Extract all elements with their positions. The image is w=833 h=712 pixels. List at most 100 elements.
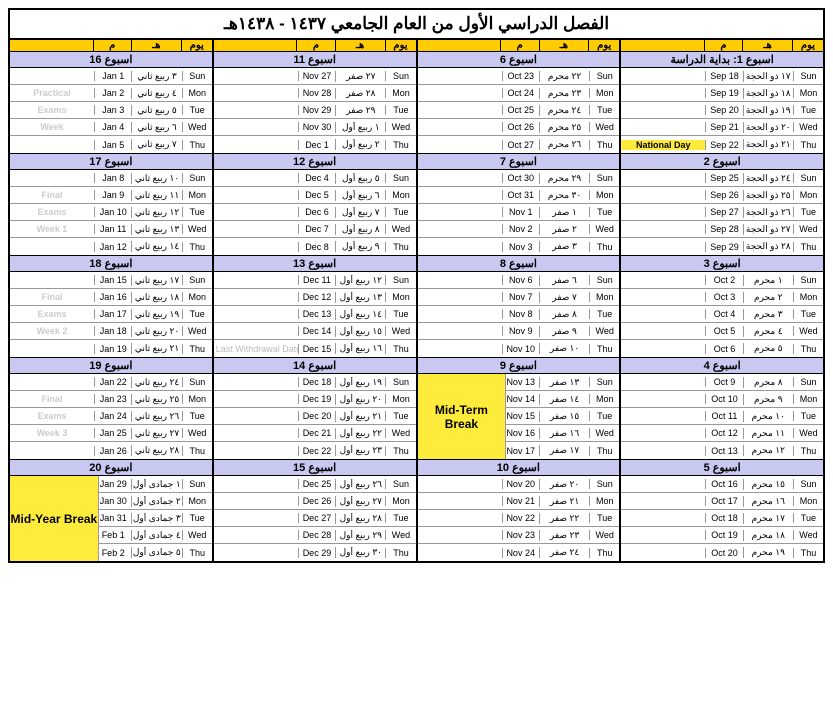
week-block: اسبوع 20Mid-Year BreakJan 29١ جمادى أولS… xyxy=(10,459,212,561)
hijri-date: ١٢ ربيع أول xyxy=(335,275,385,286)
academic-calendar: الفصل الدراسي الأول من العام الجامعي ١٤٣… xyxy=(8,8,825,563)
day-label: Final xyxy=(10,190,94,200)
day-row: Sep 21٢٠ ذو الحجةWed xyxy=(621,119,823,136)
calendar-grid: اسبوع 16Jan 1٣ ربيع ثانيSunPracticalJan … xyxy=(10,51,823,561)
gregorian-date: Dec 20 xyxy=(298,411,335,421)
day-name: Tue xyxy=(589,105,619,115)
day-row: Dec 26٢٧ ربيع أولMon xyxy=(214,493,416,510)
gregorian-date: Nov 9 xyxy=(502,326,539,336)
week-header: اسبوع 12 xyxy=(214,154,416,170)
hijri-date: ٩ صفر xyxy=(539,326,589,337)
day-label: Exams xyxy=(10,207,94,217)
hijri-date: ١ صفر xyxy=(539,207,589,218)
day-row: Dec 20٢١ ربيع أولTue xyxy=(214,408,416,425)
day-name: Wed xyxy=(589,530,619,540)
day-name: Wed xyxy=(182,326,212,336)
day-name: Wed xyxy=(793,122,823,132)
day-label: Final xyxy=(10,292,94,302)
week-block: اسبوع 2Sep 25٢٤ ذو الحجةSunSep 26٢٥ ذو ا… xyxy=(619,153,823,255)
hijri-date: ١٨ محرم xyxy=(743,530,793,541)
gregorian-date: Oct 10 xyxy=(705,394,742,404)
gregorian-date: Oct 19 xyxy=(705,530,742,540)
day-row: Nov 28٢٨ صفرMon xyxy=(214,85,416,102)
day-name: Tue xyxy=(793,513,823,523)
week-block: اسبوع 9Mid-Term BreakNov 13١٣ صفرSunNov … xyxy=(416,357,620,459)
day-row: Oct 4٣ محرمTue xyxy=(621,306,823,323)
day-row: Dec 7٨ ربيع أولWed xyxy=(214,221,416,238)
hijri-date: ٨ محرم xyxy=(743,377,793,388)
day-row: Jan 26٢٨ ربيع ثانيThu xyxy=(10,442,212,459)
day-name: Thu xyxy=(385,446,415,456)
day-name: Thu xyxy=(182,446,212,456)
day-row: Sep 19١٨ ذو الحجةMon xyxy=(621,85,823,102)
hijri-date: ١٤ ربيع أول xyxy=(335,309,385,320)
gregorian-date: Jan 25 xyxy=(94,428,131,438)
week-block: اسبوع 5Oct 16١٥ محرمSunOct 17١٦ محرمMonO… xyxy=(619,459,823,561)
gregorian-date: Dec 26 xyxy=(298,496,335,506)
week-header: اسبوع 2 xyxy=(621,154,823,170)
day-row: Oct 19١٨ محرمWed xyxy=(621,527,823,544)
day-row: Dec 6٧ ربيع أولTue xyxy=(214,204,416,221)
day-name: Tue xyxy=(793,411,823,421)
week-block: اسبوع 6Oct 23٢٢ محرمSunOct 24٢٣ محرمMonO… xyxy=(416,51,620,153)
hijri-date: ٢٧ صفر xyxy=(335,71,385,82)
day-row: Oct 12١١ محرمWed xyxy=(621,425,823,442)
week-header: اسبوع 16 xyxy=(10,52,212,68)
day-row: Oct 23٢٢ محرمSun xyxy=(418,68,620,85)
calendar-title: الفصل الدراسي الأول من العام الجامعي ١٤٣… xyxy=(10,10,823,40)
hijri-date: ٢ صفر xyxy=(539,224,589,235)
gregorian-date: Nov 23 xyxy=(502,530,539,540)
day-name: Thu xyxy=(385,140,415,150)
day-name: Tue xyxy=(589,207,619,217)
hijri-date: ١٢ ربيع ثاني xyxy=(131,207,181,218)
day-name: Thu xyxy=(589,242,619,252)
hijri-date: ١٨ ربيع ثاني xyxy=(131,292,181,303)
gregorian-date: Nov 1 xyxy=(502,207,539,217)
day-name: Thu xyxy=(182,344,212,354)
day-name: Thu xyxy=(793,242,823,252)
hijri-date: ١٧ ربيع ثاني xyxy=(131,275,181,286)
gregorian-date: Dec 11 xyxy=(298,275,335,285)
day-row: ExamsJan 3٥ ربيع ثانيTue xyxy=(10,102,212,119)
day-row: Dec 22٢٣ ربيع أولThu xyxy=(214,442,416,459)
gregorian-date: Dec 27 xyxy=(298,513,335,523)
hijri-date: ١٤ صفر xyxy=(539,394,589,405)
gregorian-date: Oct 17 xyxy=(705,496,742,506)
day-name: Wed xyxy=(182,428,212,438)
day-name: Mon xyxy=(182,190,212,200)
hijri-date: ٣ محرم xyxy=(743,309,793,320)
day-name: Wed xyxy=(793,530,823,540)
hijri-date: ٢٧ ربيع ثاني xyxy=(131,428,181,439)
gregorian-date: Oct 18 xyxy=(705,513,742,523)
day-row: Dec 13١٤ ربيع أولTue xyxy=(214,306,416,323)
hijri-date: ١٥ صفر xyxy=(539,411,589,422)
day-name: Mon xyxy=(385,88,415,98)
week-header: اسبوع 20 xyxy=(10,460,212,476)
day-name: Wed xyxy=(385,428,415,438)
gregorian-date: Sep 29 xyxy=(705,242,742,252)
day-name: Mon xyxy=(182,394,212,404)
hijri-date: ٢٨ صفر xyxy=(335,88,385,99)
column-headers: مهـيوم مهـيوم مهـيوم مهـيوم xyxy=(10,40,823,51)
gregorian-date: Dec 21 xyxy=(298,428,335,438)
week-header: اسبوع 8 xyxy=(418,256,620,272)
gregorian-date: Sep 21 xyxy=(705,122,742,132)
gregorian-date: Oct 26 xyxy=(502,122,539,132)
day-row: Week 3Jan 25٢٧ ربيع ثانيWed xyxy=(10,425,212,442)
day-row: Dec 5٦ ربيع أولMon xyxy=(214,187,416,204)
gregorian-date: Feb 2 xyxy=(94,548,131,558)
day-name: Wed xyxy=(182,224,212,234)
gregorian-date: Nov 15 xyxy=(502,411,539,421)
day-row: Week 2Jan 18٢٠ ربيع ثانيWed xyxy=(10,323,212,340)
day-label: Exams xyxy=(10,309,94,319)
day-row: Oct 9٨ محرمSun xyxy=(621,374,823,391)
hijri-date: ٥ محرم xyxy=(743,343,793,354)
hijri-date: ٧ ربيع أول xyxy=(335,207,385,218)
day-name: Sun xyxy=(182,71,212,81)
hijri-date: ١٢ محرم xyxy=(743,445,793,456)
week-block: اسبوع 17Jan 8١٠ ربيع ثانيSunFinalJan 9١١… xyxy=(10,153,212,255)
gregorian-date: Oct 24 xyxy=(502,88,539,98)
day-row: Jan 15١٧ ربيع ثانيSun xyxy=(10,272,212,289)
day-name: Wed xyxy=(385,530,415,540)
hijri-date: ٣٠ ربيع أول xyxy=(335,547,385,558)
